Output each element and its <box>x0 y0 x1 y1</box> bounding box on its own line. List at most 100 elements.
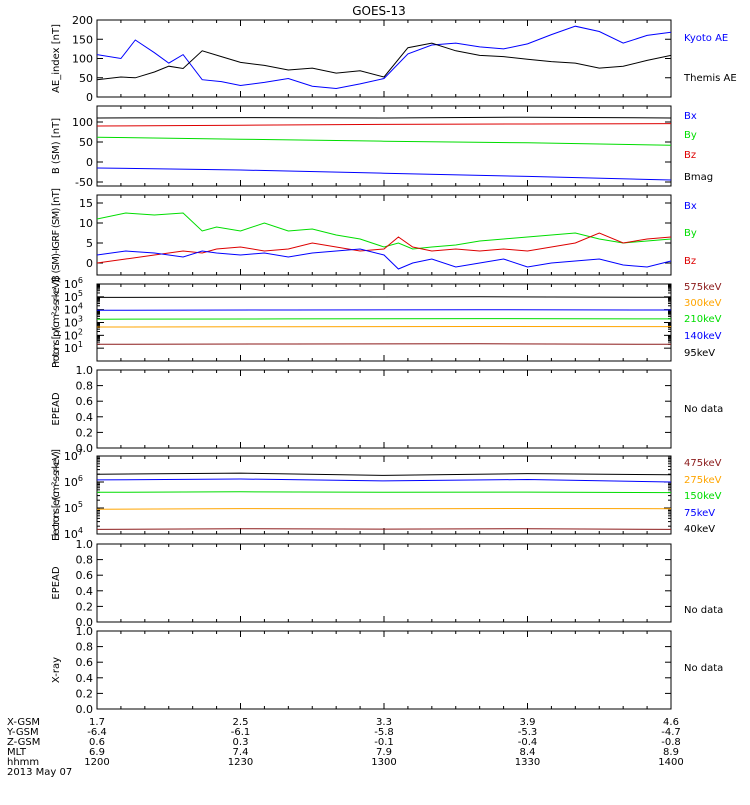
y-tick-label: 102 <box>64 327 83 342</box>
x-row-value: 4.6 <box>663 717 679 728</box>
y-tick-label: 0 <box>86 156 93 169</box>
series-line-75kev <box>97 478 671 483</box>
panel-frame <box>96 19 672 98</box>
x-row-value: -5.3 <box>518 727 538 738</box>
y-tick-label: 10 <box>79 217 93 230</box>
x-row-label: Z-GSM <box>7 737 40 748</box>
y-tick-label: 0.6 <box>76 656 94 669</box>
legend-entry: By <box>684 130 697 141</box>
x-row-label: hhmm <box>7 757 39 768</box>
series-line-kyoto-ae <box>97 25 671 90</box>
series-line-95kev <box>97 296 671 298</box>
y-tick-label: 105 <box>64 500 83 515</box>
x-row-value: 7.9 <box>376 747 392 758</box>
legend-entry: Themis AE <box>683 73 737 84</box>
legend-entry: Bx <box>684 111 697 122</box>
x-row-value: 6.9 <box>89 747 105 758</box>
legend-entry: Bz <box>684 150 696 161</box>
x-row-value: 1330 <box>515 757 540 768</box>
x-row-label: Y-GSM <box>6 727 39 738</box>
x-row-value: 7.4 <box>233 747 249 758</box>
y-axis-title: AE_index [nT] <box>51 24 62 93</box>
y-tick-label: 104 <box>64 526 83 541</box>
x-axis-table: X-GSM 1.7 2.5 3.3 3.9 4.6 Y-GSM -6.4 -6.1 -5.8 -5.… <box>6 717 684 778</box>
y-tick-label: -50 <box>75 176 93 189</box>
series-line-210kev <box>97 318 671 320</box>
y-axis-title: B (SM)-IGRF (SM) [nT] <box>51 188 62 282</box>
series-line-150kev <box>97 491 671 494</box>
series-line-by <box>97 212 671 250</box>
y-axis-title: EPEAD <box>51 566 62 600</box>
legend-entry: 75keV <box>684 508 715 519</box>
legend-entry: 475keV <box>684 458 722 469</box>
y-tick-label: 1.0 <box>76 625 94 638</box>
x-row-value: 1300 <box>371 757 396 768</box>
legend-entry: 150keV <box>684 491 722 502</box>
y-tick-label: 0.8 <box>76 554 94 567</box>
legend-entry: By <box>684 228 697 239</box>
series-line-themis-ae <box>97 42 671 81</box>
chart-title: GOES-13 <box>352 4 406 18</box>
y-tick-label: 50 <box>79 136 93 149</box>
y-tick-label: 100 <box>72 53 93 66</box>
series-line-300kev <box>97 325 671 328</box>
y-tick-label: 106 <box>64 474 83 489</box>
x-row-label: MLT <box>7 747 27 758</box>
legend-entry: No data <box>684 404 723 415</box>
x-row-value: -6.1 <box>231 727 251 738</box>
y-tick-label: 0 <box>86 91 93 104</box>
y-tick-label: 0 <box>86 257 93 270</box>
y-tick-label: 5 <box>86 237 93 250</box>
y-tick-label: 15 <box>79 197 93 210</box>
y-tick-label: 103 <box>64 315 83 330</box>
y-tick-label: 0.6 <box>76 395 94 408</box>
x-row-value: 0.3 <box>233 737 249 748</box>
y-tick-label: 1.0 <box>76 538 94 551</box>
y-tick-label: 104 <box>64 302 83 317</box>
y-tick-label: 150 <box>72 33 93 46</box>
x-row-value: 3.9 <box>520 717 536 728</box>
y-axis-title: Electrons [e/(cm²-s-sr-keV)] <box>51 449 62 541</box>
panel-epead1: 0.0 0.2 0.4 0.6 0.8 1.0 EPEAD No data <box>51 364 723 455</box>
y-tick-label: 0.4 <box>76 411 94 424</box>
series-line-275kev <box>97 507 671 510</box>
panel-frame <box>96 455 672 535</box>
legend-entry: 210keV <box>684 314 722 325</box>
series-line-bx <box>97 248 671 270</box>
x-row-value: 0.6 <box>89 737 105 748</box>
x-row-value: -6.4 <box>87 727 107 738</box>
legend-entry: Bz <box>684 256 696 267</box>
y-tick-label: 0.0 <box>76 616 94 629</box>
legend-entry: No data <box>684 663 723 674</box>
y-tick-label: 107 <box>64 448 83 463</box>
legend-entry: 575keV <box>684 282 722 293</box>
legend-entry: 275keV <box>684 475 722 486</box>
legend-entry: 300keV <box>684 298 722 309</box>
panel-xray: 0.0 0.2 0.4 0.6 0.8 1.0 X-ray No data <box>51 625 723 716</box>
panel-frame <box>96 630 672 710</box>
legend-entry: 140keV <box>684 331 722 342</box>
panel-frame <box>96 283 672 362</box>
x-row-value: -0.4 <box>518 737 538 748</box>
series-line-bz <box>97 232 671 264</box>
series-line-bmag <box>97 116 671 119</box>
series-line-bx <box>97 167 671 181</box>
series-line-by <box>97 136 671 146</box>
y-tick-label: 101 <box>64 340 83 355</box>
y-axis-title: X-ray <box>51 657 62 683</box>
y-tick-label: 0.8 <box>76 641 94 654</box>
y-tick-label: 105 <box>64 289 83 304</box>
x-row-value: 3.3 <box>376 717 392 728</box>
x-row-value: 8.4 <box>520 747 536 758</box>
series-line-140kev <box>97 309 671 311</box>
y-tick-label: 200 <box>72 14 93 27</box>
x-row-value: 1.7 <box>89 717 105 728</box>
legend-entry: Bmag <box>684 172 713 183</box>
panel-frame <box>96 369 672 449</box>
x-row-label: X-GSM <box>7 717 40 728</box>
x-row-value: 1200 <box>84 757 109 768</box>
y-tick-label: 100 <box>72 116 93 129</box>
